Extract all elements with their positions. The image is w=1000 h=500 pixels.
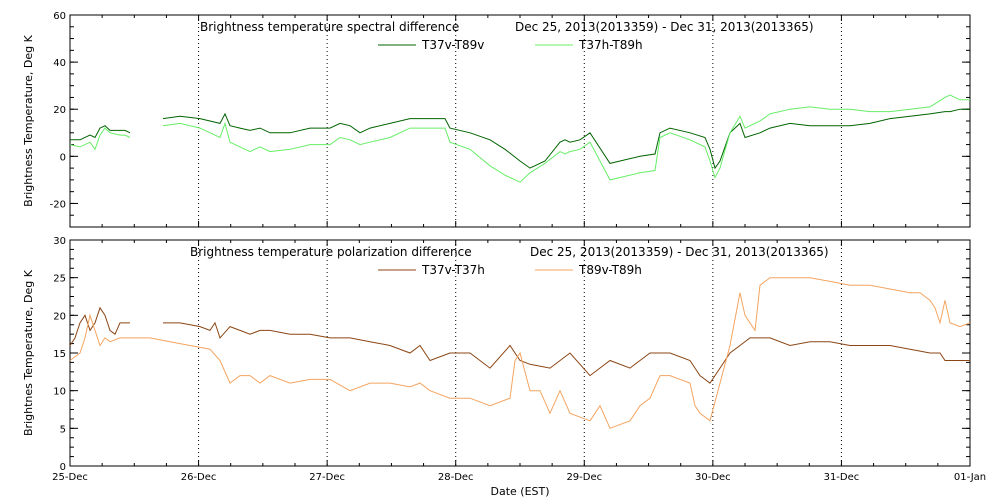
y-tick-label: 60 [53,11,66,22]
legend: T37v-T89v T37h-T89h [378,38,643,52]
y-tick-label: 15 [53,349,66,360]
series-group [69,277,971,429]
y-axis-title: Brightness Temperature, Deg K [22,34,35,206]
x-tick-label: 27-Dec [309,472,345,483]
legend-label-1: T89v-T89h [578,263,642,277]
y-tick-label: 40 [53,58,66,69]
spectral-difference-panel: 25-Dec26-Dec27-Dec28-Dec29-Dec30-Dec31-D… [22,11,971,228]
series-line-0 [162,108,970,170]
x-tick-label: 28-Dec [438,472,474,483]
ticks: 25-Dec26-Dec27-Dec28-Dec29-Dec30-Dec31-D… [50,11,971,228]
series-line-0 [70,125,131,141]
panel-title: Brightness temperature spectral differen… [200,20,459,34]
x-tick-label: 01-Jan [954,472,986,483]
date-range: Dec 25, 2013(2013359) - Dec 31, 2013(201… [530,245,829,259]
series-line-0 [69,306,130,346]
legend: T37v-T37h T89v-T89h [378,263,642,277]
y-tick-label: 20 [53,311,66,322]
y-tick-label: 0 [60,462,66,473]
x-axis-title: Date (EST) [490,485,549,498]
legend-label-0: T37v-T37h [421,263,485,277]
y-tick-label: 30 [53,236,66,247]
series-line-1 [162,94,970,183]
legend-label-0: T37v-T89v [421,38,484,52]
y-tick-label: 20 [53,105,66,116]
y-tick-label: 10 [53,387,66,398]
y-tick-label: 0 [60,152,66,163]
y-tick-label: -20 [50,199,66,210]
ticks: 25-Dec 26-Dec 27-Dec 28-Dec 29-Dec 30-Dec 31-D… [52,236,986,483]
plot-frame [69,14,971,228]
legend-label-1: T37h-T89h [578,38,643,52]
y-tick-label: 25 [53,274,66,285]
series-group [69,94,970,183]
x-tick-label: 25-Dec [52,472,88,483]
x-tick-label: 26-Dec [181,472,217,483]
date-range: Dec 25, 2013(2013359) - Dec 31, 2013(201… [515,20,814,34]
series-line-1 [69,127,131,151]
series-line-1 [69,277,971,429]
panel-title: Brightness temperature polarization diff… [190,245,472,259]
x-tick-label: 29-Dec [566,472,602,483]
y-axis-title: Brightnes Temperature, Deg K [22,269,35,436]
polarization-difference-panel: 25-Dec 26-Dec 27-Dec 28-Dec 29-Dec 30-Dec 31-D… [22,236,986,498]
x-tick-label: 31-Dec [824,472,860,483]
x-tick-label: 30-Dec [695,472,731,483]
grid [198,15,842,227]
series-line-0 [163,321,970,384]
y-tick-label: 5 [60,424,66,435]
